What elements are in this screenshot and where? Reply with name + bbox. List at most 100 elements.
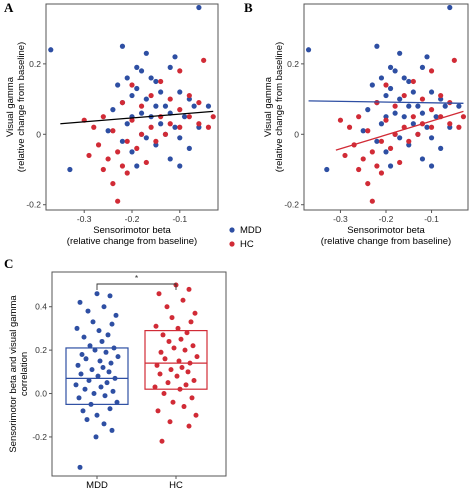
panel-b-point-mdd bbox=[378, 121, 385, 127]
panel-c-point-mdd bbox=[78, 371, 84, 377]
panel-a-letter: A bbox=[4, 0, 14, 15]
panel-a-point-hc bbox=[110, 128, 116, 134]
panel-b-y-tick-label: 0.2 bbox=[287, 59, 299, 69]
panel-a-point-mdd bbox=[110, 107, 116, 113]
panel-c-point-hc bbox=[184, 330, 190, 336]
panel-b-y-axis-label: Visual gamma bbox=[263, 76, 274, 137]
panel-c-point-hc bbox=[189, 395, 195, 401]
panel-a-y-tick-label: -0.2 bbox=[26, 200, 41, 210]
panel-a: A Sensorimotor beta (relative change fro… bbox=[4, 0, 219, 247]
panel-c-point-mdd bbox=[75, 362, 81, 368]
panel-a-point-hc bbox=[110, 180, 116, 187]
panel-c-point-hc bbox=[192, 310, 198, 316]
panel-b-x-axis-label-units: (relative change from baseline) bbox=[321, 236, 451, 247]
panel-a-point-hc bbox=[177, 68, 183, 74]
panel-c-x-tick-label-mdd: MDD bbox=[86, 480, 108, 491]
panel-a-point-mdd bbox=[115, 82, 121, 88]
panel-c-point-hc bbox=[164, 304, 170, 310]
panel-a-point-mdd bbox=[67, 166, 73, 173]
panel-c-point-hc bbox=[158, 349, 164, 355]
panel-b-point-hc bbox=[410, 114, 416, 120]
panel-c-point-hc bbox=[152, 384, 158, 390]
panel-c-point-mdd bbox=[113, 312, 119, 318]
panel-b-point-mdd bbox=[305, 47, 312, 53]
panel-a-y-axis-label-units: (relative change from baseline) bbox=[16, 42, 27, 172]
panel-b-point-mdd bbox=[397, 50, 403, 56]
panel-a-point-mdd bbox=[186, 145, 192, 151]
panel-b-point-hc bbox=[401, 92, 407, 99]
panel-a-point-mdd bbox=[48, 47, 54, 53]
panel-a-point-hc bbox=[148, 124, 154, 130]
panel-b-point-hc bbox=[346, 124, 353, 130]
panel-b-point-hc bbox=[342, 152, 348, 159]
panel-c-x-tick-label-hc: HC bbox=[169, 480, 183, 491]
panel-a-point-mdd bbox=[153, 78, 159, 85]
panel-b-point-mdd bbox=[369, 82, 375, 88]
panel-b-point-mdd bbox=[383, 92, 389, 99]
panel-b-point-mdd bbox=[442, 103, 448, 109]
panel-a-point-hc bbox=[138, 103, 145, 109]
panel-c-point-hc bbox=[169, 315, 175, 321]
panel-c-point-hc bbox=[188, 319, 194, 325]
panel-c-point-hc bbox=[185, 369, 191, 375]
panel-a-point-hc bbox=[119, 163, 126, 169]
panel-a-x-axis-label: Sensorimotor beta bbox=[93, 225, 171, 236]
panel-c-point-hc bbox=[170, 399, 176, 405]
panel-c-point-mdd bbox=[85, 308, 91, 314]
panel-c-point-mdd bbox=[108, 360, 114, 366]
panel-b-point-hc bbox=[392, 103, 398, 109]
panel-c-box-mdd bbox=[65, 347, 129, 405]
panel-c-point-hc bbox=[165, 380, 171, 386]
panel-b-point-mdd bbox=[428, 163, 435, 169]
panel-b-point-mdd bbox=[419, 64, 426, 70]
panel-c-point-mdd bbox=[101, 304, 107, 310]
panel-a-point-hc bbox=[115, 198, 121, 204]
panel-c-point-mdd bbox=[79, 351, 85, 357]
panel-c-point-mdd bbox=[106, 369, 112, 375]
panel-a-point-mdd bbox=[196, 4, 202, 11]
panel-c-point-hc bbox=[175, 325, 181, 331]
panel-c-point-mdd bbox=[77, 464, 83, 470]
panel-c-point-hc bbox=[179, 364, 185, 370]
panel-a-point-hc bbox=[186, 92, 192, 99]
panel-b-point-hc bbox=[383, 82, 389, 88]
panel-c-ticks: -0.2 0.0 0.2 0.4 MDD HC bbox=[32, 302, 183, 491]
panel-b-point-mdd bbox=[410, 121, 416, 127]
panel-c-point-hc bbox=[168, 367, 174, 373]
panel-b-point-mdd bbox=[428, 89, 435, 95]
panel-a-point-hc bbox=[129, 82, 135, 88]
panel-c-point-hc bbox=[156, 291, 162, 297]
panel-a-point-hc bbox=[201, 57, 207, 63]
panel-a-point-mdd bbox=[172, 54, 178, 60]
panel-a-point-hc bbox=[196, 121, 202, 127]
panel-a-point-mdd bbox=[177, 89, 183, 95]
panel-b-points bbox=[305, 4, 467, 204]
panel-c-point-mdd bbox=[80, 408, 86, 414]
panel-c-point-mdd bbox=[114, 399, 120, 405]
panel-a-point-mdd bbox=[148, 75, 154, 81]
panel-b-point-hc bbox=[365, 128, 371, 134]
panel-b-point-mdd bbox=[438, 145, 444, 151]
panel-b-point-hc bbox=[438, 92, 444, 99]
panel-a-point-hc bbox=[115, 149, 121, 155]
panel-a-point-hc bbox=[162, 131, 169, 137]
panel-c-point-mdd bbox=[109, 427, 115, 433]
panel-a-point-mdd bbox=[181, 114, 188, 120]
panel-b-x-tick-label: -0.2 bbox=[379, 214, 394, 224]
panel-a-point-mdd bbox=[143, 50, 149, 56]
panel-b-point-mdd bbox=[392, 68, 398, 74]
panel-a-point-mdd bbox=[158, 89, 164, 95]
legend-hc-label: HC bbox=[240, 239, 254, 250]
panel-a-point-hc bbox=[153, 138, 159, 144]
panel-b-y-axis-label-units: (relative change from baseline) bbox=[274, 42, 285, 172]
panel-c-point-hc bbox=[171, 345, 177, 351]
panel-a-point-hc bbox=[167, 96, 173, 102]
panel-b-point-hc bbox=[356, 114, 362, 120]
panel-b-point-hc bbox=[378, 170, 385, 176]
panel-a-point-mdd bbox=[167, 64, 173, 70]
panel-b-letter: B bbox=[244, 0, 253, 15]
panel-c-point-mdd bbox=[101, 421, 107, 427]
panel-a-x-tick-label: -0.1 bbox=[172, 214, 187, 224]
panel-c-point-mdd bbox=[109, 321, 115, 327]
panel-b-point-mdd bbox=[401, 114, 407, 120]
